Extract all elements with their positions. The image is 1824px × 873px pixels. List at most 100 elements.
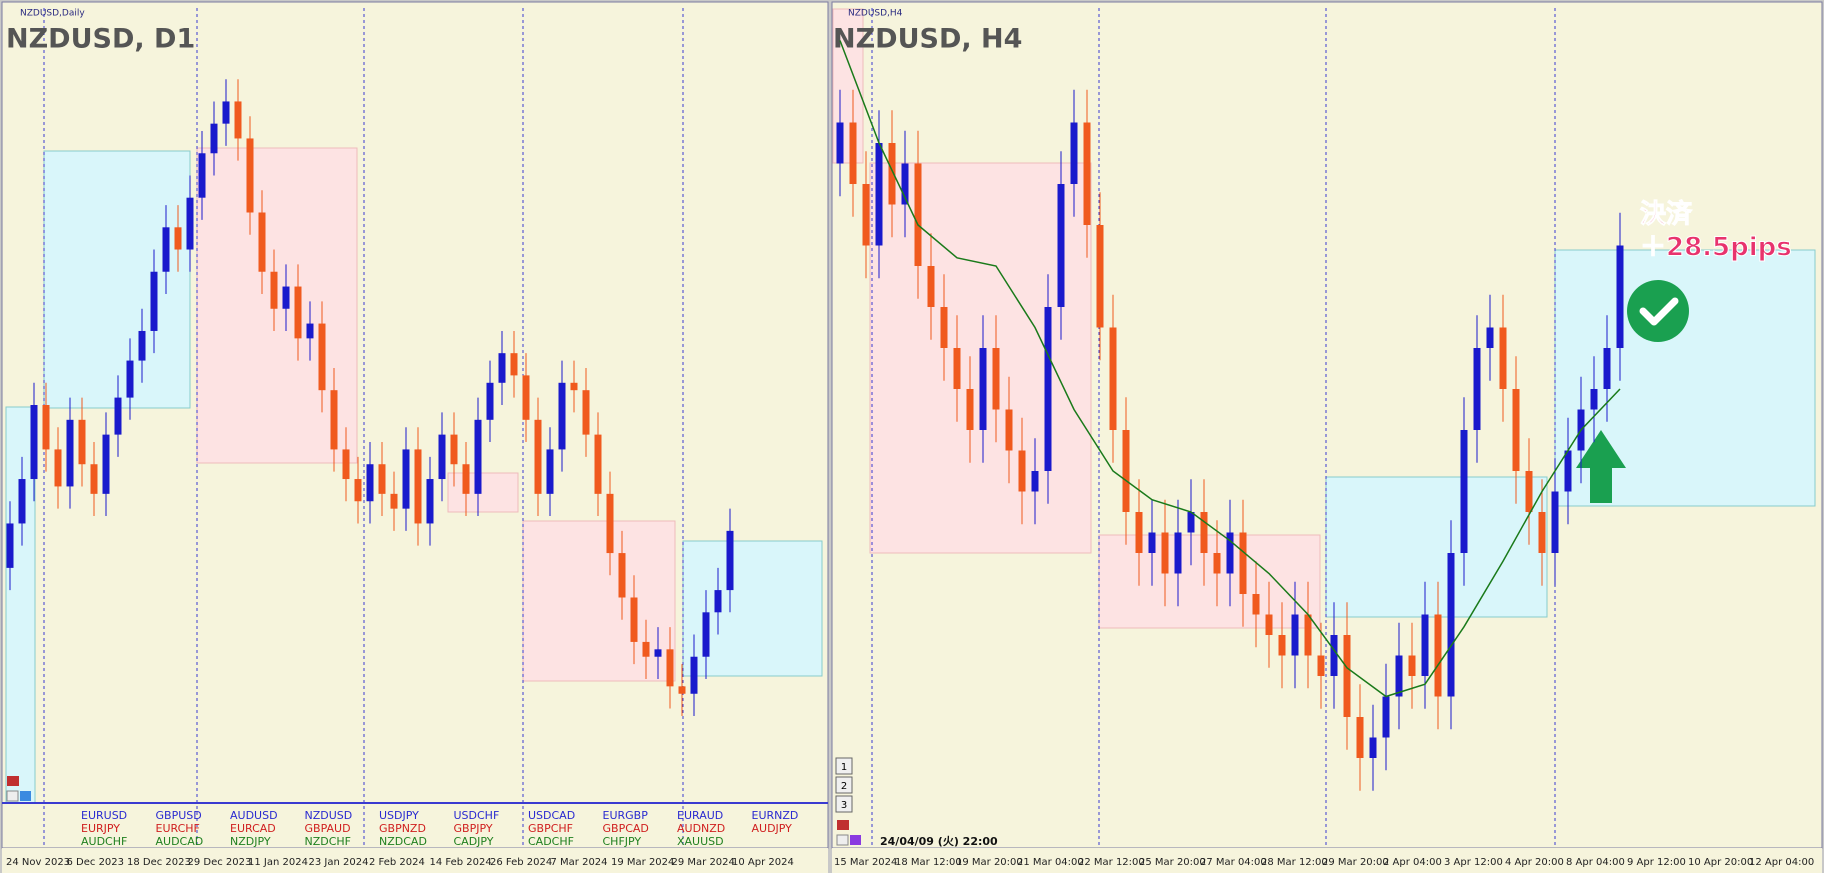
zone [1325, 476, 1548, 618]
icon[interactable] [850, 835, 861, 845]
zones [5, 147, 823, 804]
icon[interactable] [20, 791, 31, 801]
x-tick-label: 28 Mar 12:00 [1261, 857, 1328, 868]
candle-body [1486, 327, 1494, 348]
symbol-item[interactable]: CHFJPY [603, 835, 642, 848]
symbol-item[interactable]: CADJPY [454, 835, 494, 848]
symbol-item[interactable]: EURCHF [156, 822, 200, 835]
candle-body [726, 530, 734, 591]
symbol-item[interactable]: EURUSD [81, 809, 127, 822]
candle-body [1265, 614, 1273, 635]
symbol-item[interactable]: NZDJPY [230, 835, 271, 848]
x-tick-label: 9 Apr 12:00 [1627, 857, 1686, 868]
icon[interactable] [7, 776, 19, 786]
candle-body [836, 122, 844, 164]
symbol-item[interactable]: EURAUD [677, 809, 723, 822]
candle-body [1200, 512, 1208, 553]
symbol-item[interactable]: USDJPY [379, 809, 419, 822]
icon[interactable] [836, 834, 849, 846]
x-tick-label: 3 Apr 12:00 [1444, 857, 1503, 868]
candle-body [1018, 450, 1026, 492]
symbol-item[interactable]: CADCHF [528, 835, 574, 848]
symbol-item[interactable]: AUDNZD [677, 822, 725, 835]
symbol-item[interactable]: NZDCAD [379, 835, 427, 848]
right-axis-strip [832, 848, 1822, 873]
candle-body [1525, 471, 1533, 512]
candle-body [1382, 696, 1390, 738]
symbol-item[interactable]: NZDCHF [305, 835, 352, 848]
x-tick-label: 10 Apr 20:00 [1688, 857, 1753, 868]
left-panel [1, 1, 829, 849]
candle-body [522, 375, 530, 420]
symbol-item[interactable]: EURNZD [752, 809, 799, 822]
symbol-item[interactable]: GBPUSD [156, 809, 202, 822]
symbol-item[interactable]: AUDCAD [156, 835, 204, 848]
candle-body [1252, 594, 1260, 615]
separators [871, 8, 1556, 846]
x-tick-label: 2 Apr 04:00 [1383, 857, 1442, 868]
symbol-item[interactable]: AUDCHF [81, 835, 127, 848]
timestamp: 24/04/09 (火) 22:00 [880, 835, 998, 848]
candle-body [438, 434, 446, 480]
symbol-item[interactable]: GBPCAD [603, 822, 649, 835]
candle-body [849, 122, 857, 184]
candle-body [114, 397, 122, 435]
candle-body [462, 464, 470, 494]
symbol-item[interactable]: GBPNZD [379, 822, 426, 835]
symbol-item[interactable]: XAUUSD [677, 835, 724, 848]
candle-body [618, 553, 626, 598]
candle-body [210, 123, 218, 154]
candle-body [1434, 614, 1442, 697]
symbol-item[interactable]: EURCAD [230, 822, 276, 835]
candle-body [246, 138, 254, 213]
x-tick-label: 24 Nov 2023 [6, 857, 70, 868]
icon[interactable] [837, 820, 849, 830]
candle-body [198, 153, 206, 198]
icon[interactable] [6, 790, 19, 802]
candle-body [1044, 307, 1052, 471]
candle-body [953, 348, 961, 389]
x-tick-label: 4 Apr 20:00 [1505, 857, 1564, 868]
symbol-item[interactable]: EURJPY [81, 822, 120, 835]
x-tick-label: 19 Mar 2024 [611, 857, 674, 868]
candle-body [1213, 553, 1221, 574]
candle-body [875, 143, 883, 246]
symbol-item[interactable]: NZDUSD [305, 809, 353, 822]
candle-body [78, 419, 86, 465]
symbol-item[interactable]: EURGBP [603, 809, 649, 822]
x-tick-label: 15 Mar 2024 [834, 857, 897, 868]
candle-body [342, 449, 350, 480]
scale-button[interactable] [835, 757, 853, 775]
candle-body [1226, 532, 1234, 574]
candle-body [1343, 635, 1351, 717]
candle-body [1278, 635, 1286, 656]
candle-body [606, 493, 614, 554]
left-axis-strip [2, 848, 828, 873]
symbol-item[interactable]: USDCAD [528, 809, 575, 822]
candle-body [714, 590, 722, 613]
x-tick-label: 10 Apr 2024 [732, 857, 794, 868]
symbol-item[interactable]: GBPAUD [305, 822, 351, 835]
candle-body [66, 419, 74, 487]
candle-body [1057, 184, 1065, 307]
candle-body [690, 656, 698, 694]
candle-body [1070, 122, 1078, 184]
symbol-item[interactable]: AUDUSD [230, 809, 278, 822]
candle-body [354, 479, 362, 502]
candle-body [402, 449, 410, 509]
candle-body [862, 184, 870, 246]
candle-body [901, 163, 909, 205]
scale-button[interactable] [835, 795, 853, 813]
symbol-item[interactable]: GBPJPY [454, 822, 493, 835]
candle-body [1148, 532, 1156, 553]
candle-body [1421, 614, 1429, 676]
candle-body [306, 323, 314, 339]
symbol-item[interactable]: AUDJPY [752, 822, 793, 835]
separators [43, 8, 684, 846]
scale-button[interactable] [835, 776, 853, 794]
symbol-item[interactable]: GBPCHF [528, 822, 573, 835]
candle-body [966, 389, 974, 430]
symbol-item[interactable]: USDCHF [454, 809, 500, 822]
candle-body [546, 449, 554, 494]
x-tick-label: 6 Dec 2023 [67, 857, 125, 868]
